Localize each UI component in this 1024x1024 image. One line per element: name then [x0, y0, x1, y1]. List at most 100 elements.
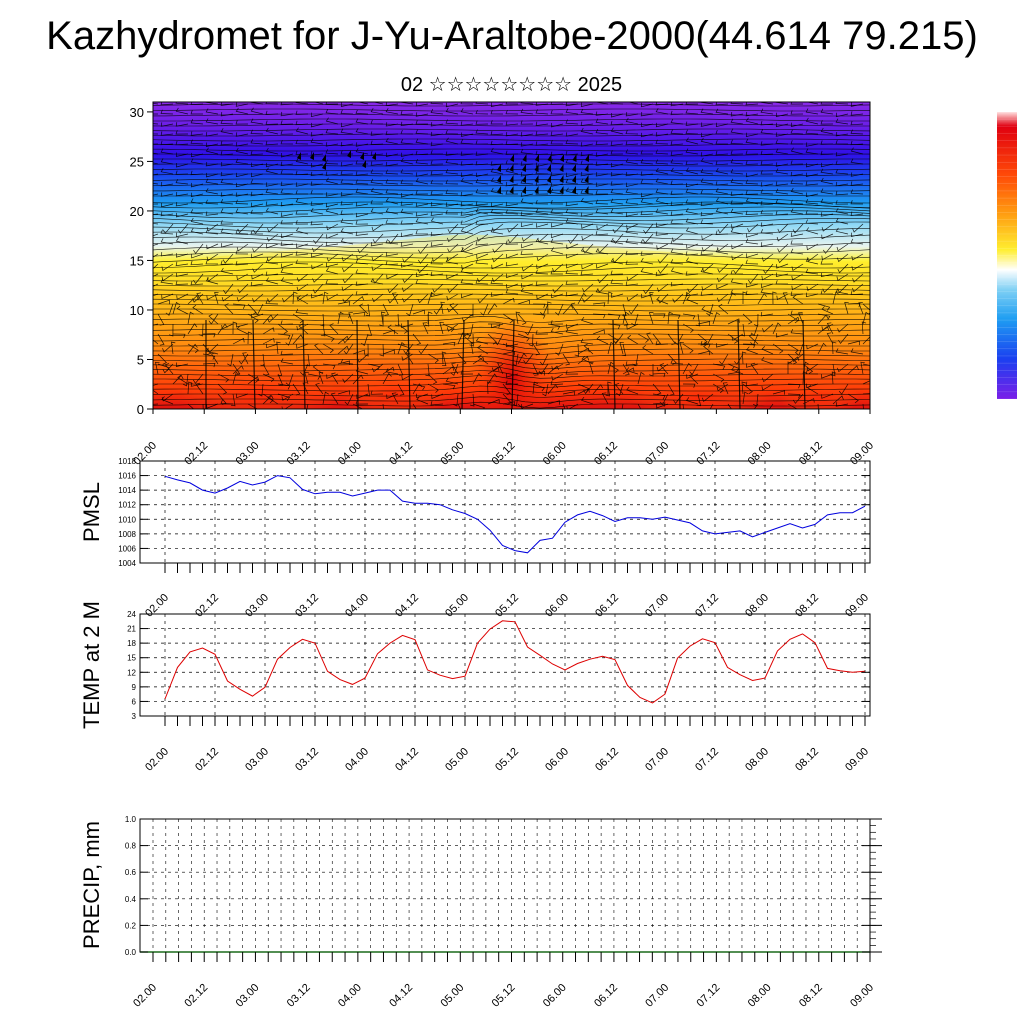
wind-barb [160, 211, 174, 217]
wind-barb [820, 102, 834, 105]
wind-barb [625, 158, 639, 165]
wind-barb [402, 273, 414, 283]
wind-barb [535, 330, 549, 335]
wind-barb [430, 131, 444, 137]
wind-barb [340, 128, 354, 135]
wind-barb [277, 333, 291, 340]
wind-barb [488, 323, 501, 328]
precip-y-tick-label: 0.4 [125, 895, 137, 904]
wind-barb [187, 403, 195, 409]
precip-x-tick-label: 02.12 [182, 982, 210, 1010]
wind-barb [670, 118, 684, 125]
wind-barb [311, 253, 324, 258]
wind-barb [505, 240, 519, 245]
wind-barb [250, 229, 264, 235]
wind-barb [625, 112, 639, 117]
wind-barb [790, 328, 804, 335]
wind-barb [457, 403, 461, 409]
wind-barb [775, 181, 789, 186]
wind-barb [761, 356, 774, 365]
wind-barb [745, 259, 759, 265]
wind-barb [667, 333, 676, 346]
wind-barb [709, 403, 714, 409]
wind-barb [505, 342, 519, 348]
wind-barb [176, 253, 189, 258]
wind-barb [805, 117, 819, 125]
wind-barb [160, 148, 174, 155]
wind-barb [460, 151, 474, 156]
wind-barb [472, 403, 485, 409]
isoline [153, 183, 870, 187]
wind-barb [460, 177, 474, 185]
isoline [153, 153, 870, 157]
wind-barb [153, 143, 159, 145]
wind-flag [522, 175, 526, 183]
wind-barb [157, 353, 167, 365]
wind-barb [806, 383, 819, 389]
wind-barb [415, 202, 429, 207]
wind-barb [352, 311, 366, 317]
wind-barb [237, 283, 249, 294]
wind-flag [322, 162, 326, 170]
wind-barb [153, 243, 159, 246]
isoline [153, 326, 870, 334]
precip-x-tick-label: 06.12 [592, 982, 620, 1010]
isoline [153, 228, 870, 244]
wind-barb [235, 261, 249, 266]
wind-barb [697, 321, 711, 326]
wind-barb [430, 259, 444, 265]
wind-barb [250, 150, 264, 156]
wind-barb [153, 123, 159, 125]
isoline [153, 178, 870, 182]
wind-barb [296, 323, 309, 331]
wind-barb [622, 367, 635, 375]
wind-barb [220, 161, 234, 167]
wind-barb [490, 120, 503, 125]
vertical-barb [302, 319, 306, 409]
wind-barb [835, 200, 849, 205]
temp-grid [140, 614, 870, 716]
wind-barb [401, 353, 414, 361]
wind-barb [165, 303, 174, 316]
wind-barb [505, 109, 519, 115]
wind-barb [492, 243, 504, 253]
wind-barb [205, 178, 219, 185]
wind-barb [325, 102, 339, 105]
wind-barb [385, 219, 399, 225]
cross-x-tick-label: 06.12 [592, 440, 620, 468]
wind-barb [655, 139, 669, 145]
wind-barb [296, 293, 309, 302]
wind-barb [700, 211, 714, 217]
wind-barb [607, 323, 621, 330]
pmsl-y-axis: 1004 1006 1008 1010 1012 1014 1016 1018 [118, 457, 870, 568]
wind-barb [550, 238, 564, 245]
wind-barb [235, 208, 249, 215]
wind-barb [550, 209, 564, 215]
wind-barb [372, 102, 384, 105]
temp-x-tick-label: 04.12 [393, 746, 421, 774]
wind-barb [280, 189, 294, 195]
wind-barb [517, 352, 527, 365]
wind-barb [208, 313, 219, 325]
wind-barb [238, 353, 249, 365]
cross-y-tick-label: 25 [130, 154, 144, 169]
wind-barb [505, 167, 519, 175]
temp-axis-label: TEMP at 2 M [79, 601, 104, 729]
wind-barb [505, 190, 519, 195]
wind-barb [206, 293, 219, 301]
wind-barb [153, 403, 159, 405]
wind-barb [250, 179, 264, 185]
isoline [153, 273, 870, 277]
wind-barb [190, 158, 204, 165]
wind-barb [730, 228, 744, 235]
wind-barb [397, 363, 404, 376]
pmsl-x-tick-label: 08.00 [743, 592, 771, 620]
wind-barb [207, 343, 219, 353]
wind-barb [280, 358, 294, 365]
isoline [153, 108, 870, 112]
wind-barb [266, 343, 279, 349]
wind-barb [607, 291, 613, 305]
wind-barb [391, 392, 399, 405]
wind-barb [430, 170, 444, 176]
wind-barb [220, 178, 234, 185]
